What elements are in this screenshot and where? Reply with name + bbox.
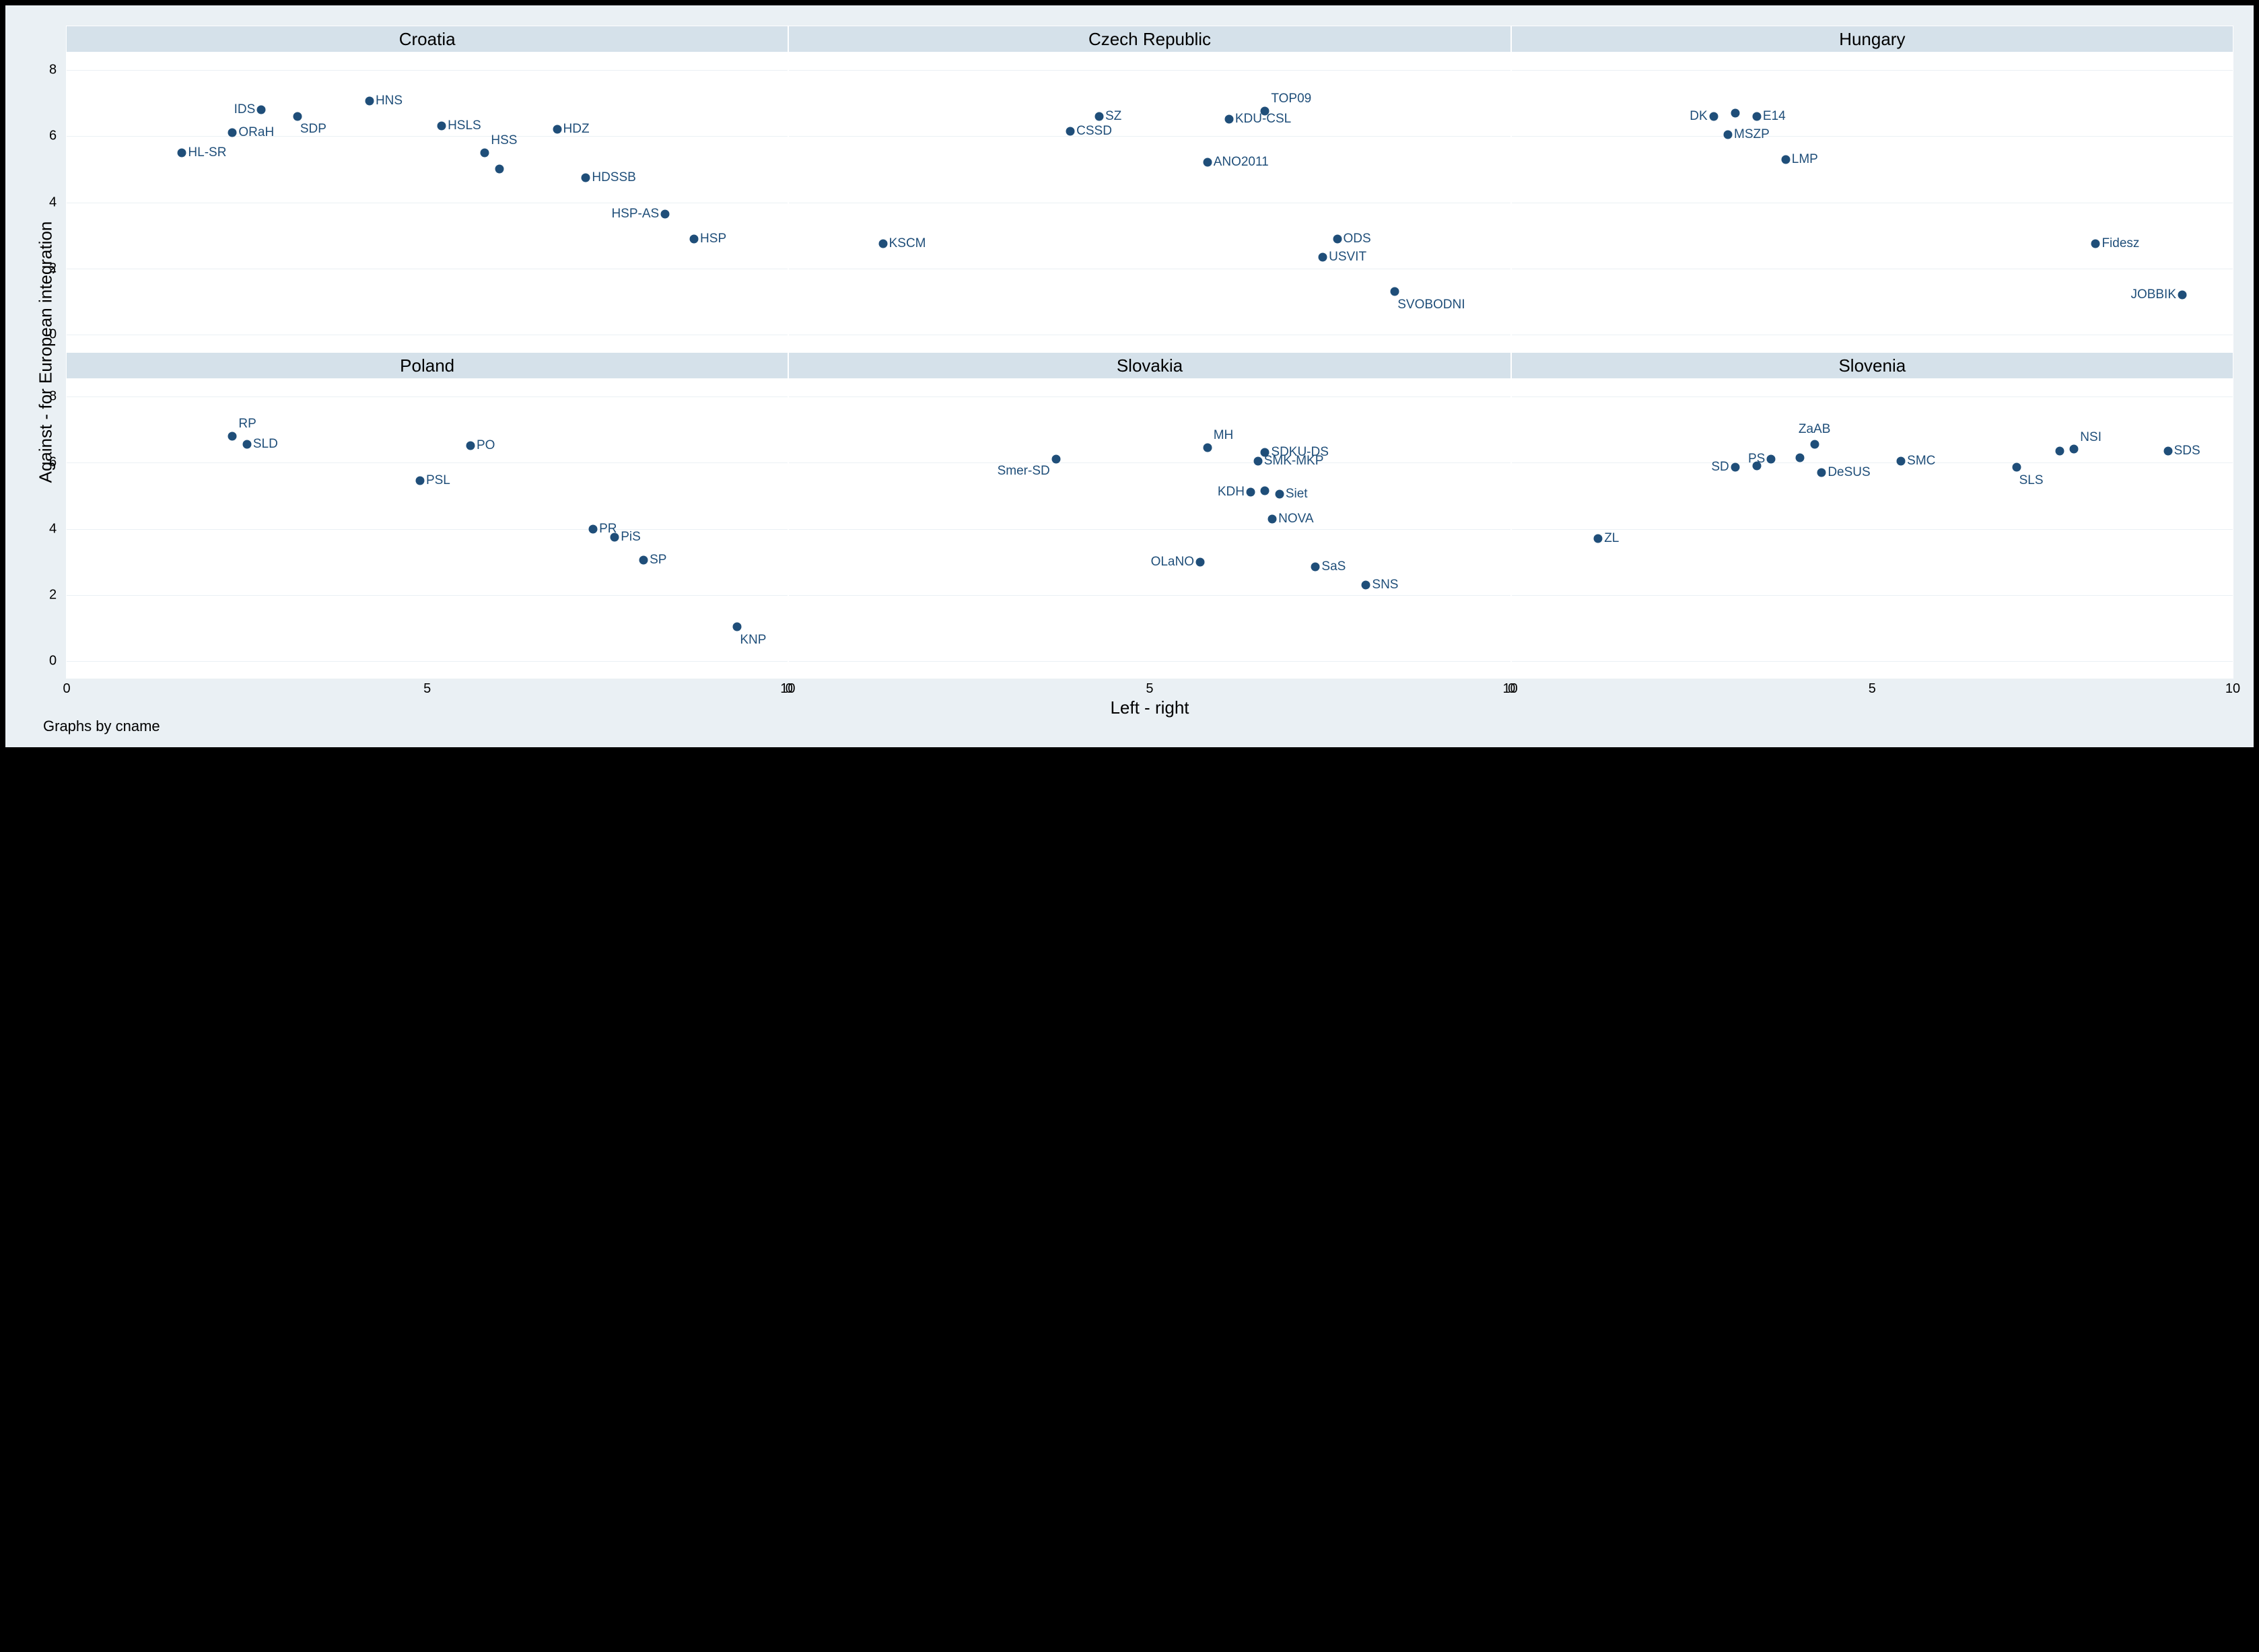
data-point [2070,445,2079,454]
x-tick-label: 10 [2225,681,2240,697]
y-tick-label: 4 [49,195,785,210]
y-tick-label: 0 [49,327,785,343]
point-label: Siet [1280,487,1308,502]
y-tick-label: 8 [49,388,785,404]
point-label: Smer-SD [998,464,1056,479]
x-tick-label: 0 [786,681,793,697]
panel-title: Croatia [66,26,788,53]
point-label: LMP [1786,152,1818,167]
point-label: SDS [2168,444,2200,458]
data-point [1051,455,1060,464]
data-point [1810,440,1819,448]
panel-grid: Against - for European integration Croat… [26,26,2233,712]
point-label: MH [1208,428,1234,443]
panel-title: Slovenia [1511,352,2233,379]
x-tick-label: 0 [1508,681,1515,697]
point-label: IDS [234,102,262,117]
panel: RPSLDPOPSLPRPiSSPKNP024680510 [66,379,788,679]
y-tick-label: 2 [49,587,785,603]
point-label: ZaAB [1799,422,1831,437]
point-label: PO [471,438,495,453]
panel: MHSDKU-DSSMK-MKPSmer-SDKDHSietNOVAOLaNOS… [788,379,1510,679]
point-label: ZL [1598,531,1619,546]
data-point [1752,461,1761,470]
point-label: SZ [1099,109,1121,124]
point-label: DK [1690,109,1713,124]
point-label: USVIT [1323,250,1366,265]
panel-title: Slovakia [788,352,1510,379]
y-axis-label-cell: Against - for European integration [26,26,66,679]
panel-title: Czech Republic [788,26,1510,53]
point-label: SNS [1366,578,1398,592]
data-point [733,622,742,631]
y-tick-label: 6 [49,455,785,471]
data-point [495,165,503,174]
y-tick-label: 0 [49,654,785,669]
point-label: SD [1711,460,1735,475]
point-label: ANO2011 [1208,155,1269,170]
point-label: KDH [1218,485,1251,500]
data-point [2012,463,2021,472]
data-point [228,432,237,440]
point-label: KNP [737,633,766,648]
x-tick-label: 0 [63,681,70,697]
panel: SZCSSD TOP09 KDU-CSL ANO2011 KSCM ODS USVIT SVO… [788,53,1510,352]
data-point [481,148,489,157]
data-point [2055,446,2064,455]
data-point [293,112,302,121]
point-label: HL-SR [182,145,226,160]
panel: DK E14 MSZP LMP Fidesz JOBBIK [1511,53,2233,352]
point-label: JOBBIK [2130,287,2182,302]
point-label: DeSUS [1821,465,1870,480]
point-label: KSCM [883,236,926,251]
point-label: KDU-CSL [1229,112,1291,127]
point-label: PSL [420,473,450,488]
data-point [1261,486,1270,495]
point-label: MSZP [1728,127,1770,142]
panel-title: Poland [66,352,788,379]
point-label: SVOBODNI [1395,298,1465,312]
figure-outer: Against - for European integration Croat… [5,5,2254,747]
point-label: E14 [1757,109,1786,124]
x-tick-label: 5 [423,681,431,697]
point-label: HSP [694,232,726,246]
point-label: ODS [1337,232,1371,246]
point-label: NSI [2074,430,2101,445]
y-tick-label: 4 [49,521,785,537]
point-label: SMK-MKP [1258,454,1324,469]
point-label: TOP09 [1265,92,1311,106]
data-point [1731,108,1739,117]
point-label: SLD [247,437,278,452]
point-label: SMC [1901,454,1935,469]
y-tick-label: 6 [49,129,785,144]
y-tick-label: 2 [49,261,785,276]
point-label: Fidesz [2095,236,2139,251]
data-point [1203,443,1212,452]
point-label: SLS [2017,473,2044,488]
point-label: SaS [1315,559,1346,574]
point-label: HDSSB [586,170,635,185]
point-label: CSSD [1070,124,1112,139]
panel: IDSSDPHNSORaHHSLSHDZHL-SRHSSHDSSBHSP-ASH… [66,53,788,352]
y-tick-label: 8 [49,62,785,77]
x-tick-label: 5 [1146,681,1153,697]
point-label: NOVA [1272,512,1313,526]
data-point [1796,453,1805,462]
point-label: RP [232,417,256,432]
point-label: OLaNO [1151,555,1200,570]
point-label: HNS [370,94,403,108]
x-tick-label: 5 [1869,681,1876,697]
panel-title: Hungary [1511,26,2233,53]
panel: ZaABPSSDSMCDeSUSSLSNSISDSZL0510 [1511,379,2233,679]
point-label: SP [644,553,666,567]
data-point [1391,287,1399,296]
